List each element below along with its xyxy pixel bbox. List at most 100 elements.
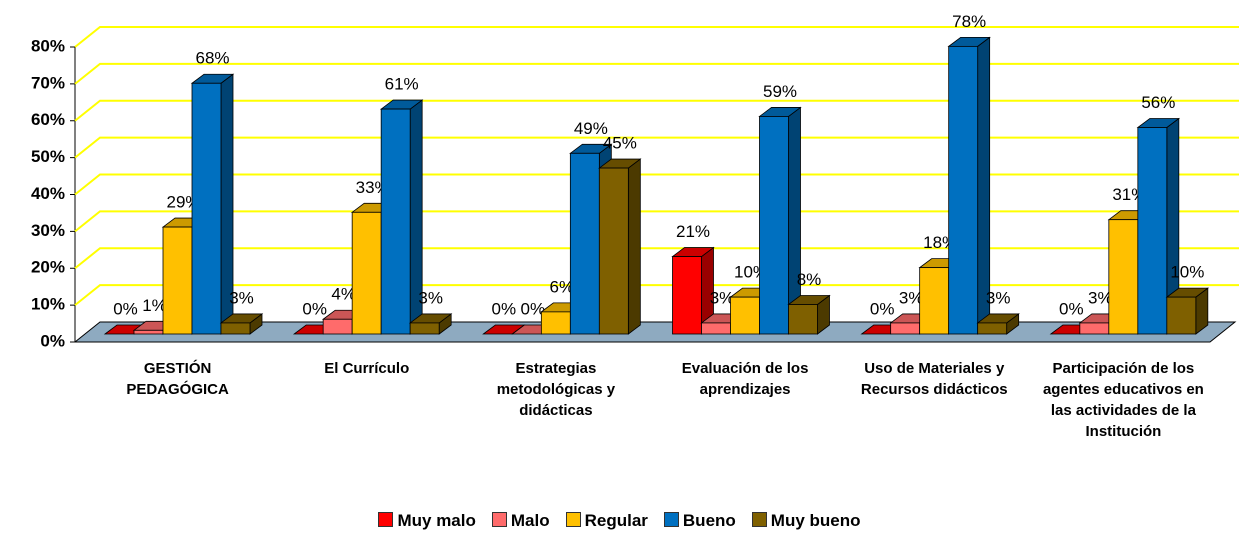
bar-front xyxy=(569,152,600,335)
legend-item: Malo xyxy=(491,511,550,531)
bar xyxy=(1136,117,1181,335)
data-label: 0% xyxy=(1059,299,1084,318)
bar-front xyxy=(948,45,979,335)
y-tick-label: 20% xyxy=(31,258,65,277)
x-tick-label: El Currículo xyxy=(324,360,410,377)
bar-front xyxy=(919,267,950,335)
bar-side xyxy=(627,158,641,335)
data-label: 10% xyxy=(1170,263,1204,282)
bar-front xyxy=(540,311,571,335)
data-label: 59% xyxy=(763,82,797,101)
grid-line xyxy=(74,284,1239,306)
data-label: 3% xyxy=(899,288,924,307)
y-tick-label: 70% xyxy=(31,73,65,92)
y-tick-label: 0% xyxy=(40,331,65,350)
bar xyxy=(598,158,642,335)
legend: Muy malo Malo Regular Bueno Muy bueno xyxy=(0,511,1239,531)
bar-front xyxy=(133,329,164,335)
data-label: 6% xyxy=(550,277,575,296)
bar-front xyxy=(730,296,760,335)
data-label: 3% xyxy=(986,288,1011,307)
bar-front xyxy=(409,322,440,335)
grid-line xyxy=(74,26,1239,48)
legend-label: Malo xyxy=(510,511,550,530)
bar-front xyxy=(1108,219,1139,335)
bar-front xyxy=(701,322,731,335)
legend-swatch xyxy=(565,512,581,527)
x-tick-label: Estrategias metodológicas y didácticas xyxy=(496,360,616,419)
data-label: 3% xyxy=(418,288,443,307)
legend-label: Muy bueno xyxy=(770,511,861,530)
bar xyxy=(947,36,991,335)
data-label: 0% xyxy=(521,299,546,318)
grid-line xyxy=(74,136,1239,159)
bar-front xyxy=(759,116,789,335)
legend-label: Muy malo xyxy=(397,511,476,530)
data-label: 3% xyxy=(229,288,254,307)
data-label: 78% xyxy=(952,12,986,31)
bar xyxy=(190,73,235,335)
legend-label: Regular xyxy=(584,511,648,530)
bar-front xyxy=(1166,296,1197,335)
grid-line xyxy=(74,99,1239,122)
bar xyxy=(379,99,424,335)
legend-swatch xyxy=(663,512,679,527)
bar-front xyxy=(1137,127,1168,335)
bar-front xyxy=(220,322,251,335)
data-label: 49% xyxy=(574,119,608,138)
data-label: 0% xyxy=(492,299,517,318)
bar-front xyxy=(1079,322,1110,335)
x-tick-label: Evaluación de los aprendizajes xyxy=(681,360,809,398)
y-tick-label: 40% xyxy=(31,184,65,203)
x-tick-label: GESTIÓN PEDAGÓGICA xyxy=(126,360,229,398)
y-tick-label: 60% xyxy=(31,110,65,129)
bar-front xyxy=(788,304,818,335)
grid-line xyxy=(74,62,1239,85)
y-tick-label: 10% xyxy=(31,295,65,314)
bar-front xyxy=(322,318,353,335)
data-label: 4% xyxy=(331,285,356,304)
legend-swatch xyxy=(378,512,394,527)
bar-front xyxy=(351,211,382,335)
bar xyxy=(787,294,831,335)
bar-front xyxy=(598,167,629,335)
grid-line xyxy=(74,173,1239,196)
grid-line xyxy=(74,247,1239,270)
bar xyxy=(1107,209,1152,335)
data-label: 61% xyxy=(385,75,419,94)
x-tick-label: Uso de Materiales y Recursos didácticos xyxy=(860,360,1008,398)
data-label: 68% xyxy=(195,49,229,68)
bar-front xyxy=(977,322,1008,335)
data-label: 1% xyxy=(142,296,167,315)
data-label: 3% xyxy=(1088,288,1113,307)
data-label: 56% xyxy=(1141,93,1175,112)
data-label: 8% xyxy=(797,270,822,289)
data-label: 3% xyxy=(710,288,735,307)
bar xyxy=(1165,287,1210,335)
bar xyxy=(758,106,802,335)
data-label: 21% xyxy=(676,222,710,241)
data-label: 0% xyxy=(302,299,327,318)
legend-swatch xyxy=(491,512,507,527)
data-label: 0% xyxy=(113,299,138,318)
bar-front xyxy=(890,322,921,335)
grid-line xyxy=(74,210,1239,233)
bar xyxy=(219,313,264,335)
legend-item: Bueno xyxy=(663,511,736,531)
y-tick-label: 50% xyxy=(31,147,65,166)
legend-item: Muy bueno xyxy=(751,511,861,531)
bar-front xyxy=(380,108,411,335)
bar xyxy=(976,313,1020,335)
y-tick-label: 30% xyxy=(31,221,65,240)
data-label: 0% xyxy=(870,299,895,318)
bar-front xyxy=(162,226,193,335)
bar xyxy=(408,313,453,335)
data-label: 45% xyxy=(603,134,637,153)
legend-item: Muy malo xyxy=(378,511,476,531)
y-tick-label: 80% xyxy=(31,36,65,55)
bar-front xyxy=(191,82,222,335)
legend-item: Regular xyxy=(565,511,648,531)
legend-swatch xyxy=(751,512,767,527)
